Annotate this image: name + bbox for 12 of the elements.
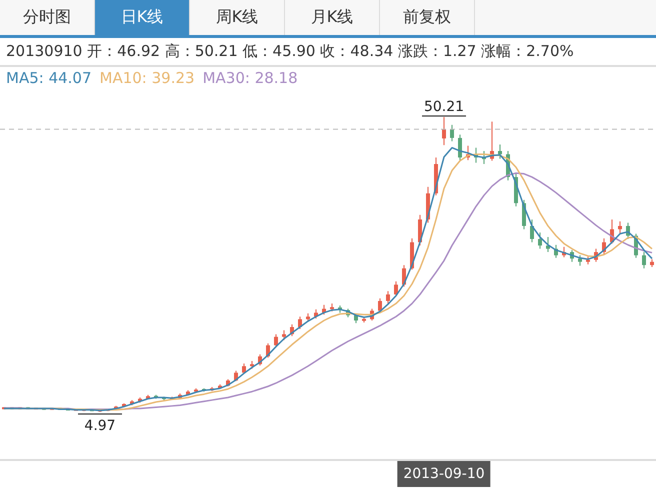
text: 前复权 xyxy=(380,0,475,35)
text: 2013-09-10 xyxy=(397,461,491,487)
text: 日K线 xyxy=(95,0,190,35)
annotation: 4.97 xyxy=(84,418,116,434)
text: 周K线 xyxy=(190,0,285,35)
text: MA30: 28.18 xyxy=(202,68,298,89)
text: 月K线 xyxy=(285,0,380,35)
annotation: 50.21 xyxy=(424,99,464,115)
text: 20130910 开：46.92 高：50.21 低：45.90 收：48.34 涨跌：1.27 涨幅：2.70% xyxy=(0,38,656,67)
text: MA10: 39.23 xyxy=(100,68,195,89)
text: 分时图 xyxy=(0,0,95,35)
text: MA5: 44.07 xyxy=(6,68,92,89)
